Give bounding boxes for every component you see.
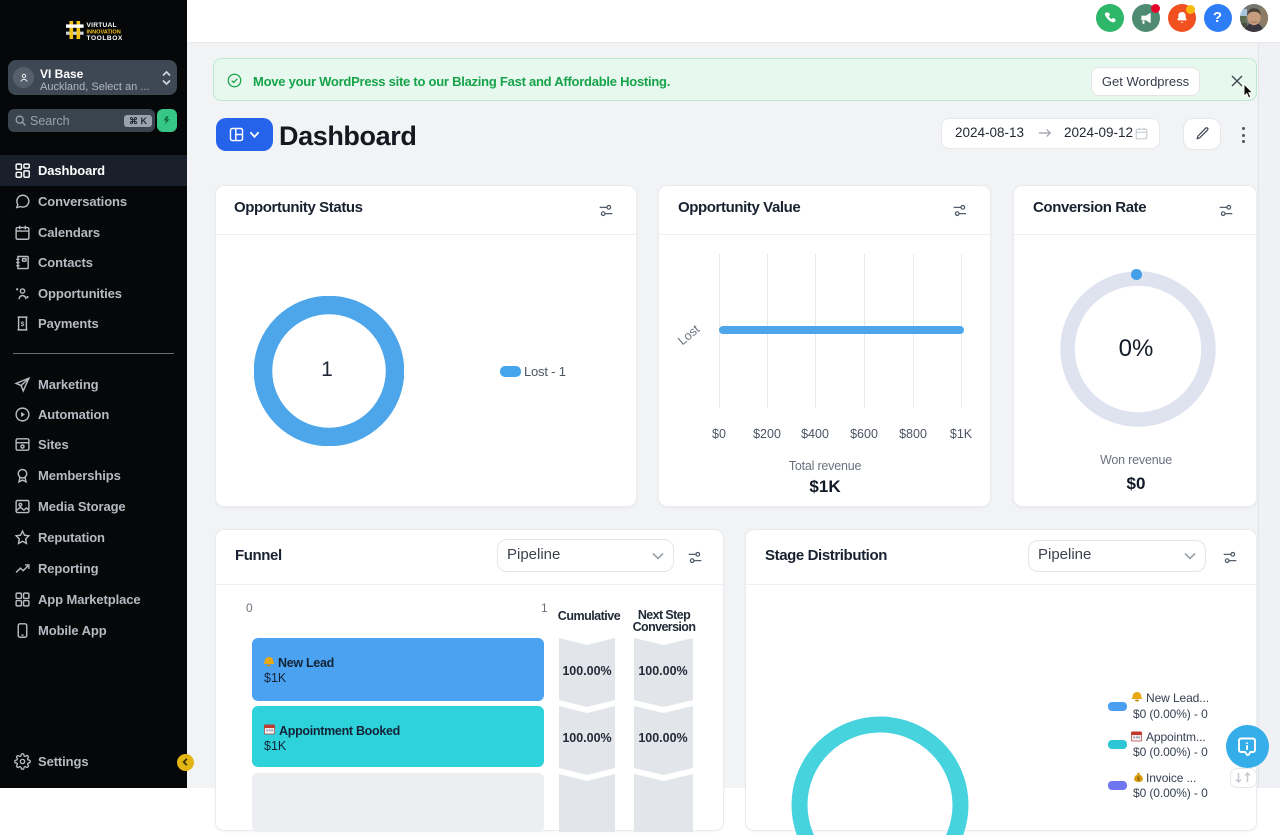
svg-text:$: $	[1137, 776, 1140, 782]
svg-text:TOOLBOX: TOOLBOX	[87, 35, 123, 41]
svg-text:$: $	[21, 321, 25, 328]
svg-text:VIRTUAL: VIRTUAL	[87, 22, 117, 29]
